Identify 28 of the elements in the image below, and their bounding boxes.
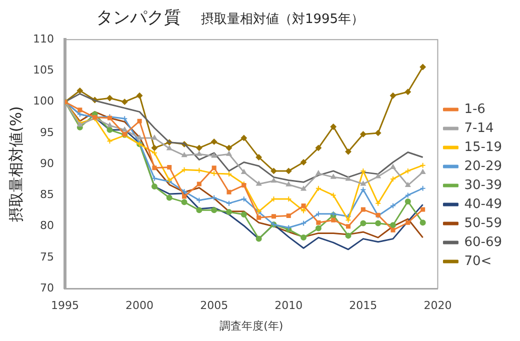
y-tick-label: 85 <box>40 188 54 202</box>
y-tick-label: 105 <box>32 64 54 77</box>
legend-label: 50-59 <box>464 216 502 231</box>
x-tick-label: 2015 <box>349 299 378 312</box>
x-tick-label: 1995 <box>50 299 79 312</box>
legend-label: 60-69 <box>464 234 502 250</box>
x-tick-label: 2010 <box>274 299 303 312</box>
y-tick-label: 80 <box>40 219 54 232</box>
y-tick-label: 70 <box>40 281 54 294</box>
legend-label: 1-6 <box>464 102 486 117</box>
y-tick-label: 100 <box>32 94 54 108</box>
y-tick-label: 110 <box>32 32 54 46</box>
legend-label: 7-14 <box>464 120 494 136</box>
y-tick-label: 90 <box>40 156 54 170</box>
legend-label: 30-39 <box>464 178 502 193</box>
y-axis-title: 摂取量相対値(%) <box>6 106 25 222</box>
x-tick-label: 2020 <box>424 299 452 312</box>
legend-label: 70< <box>464 254 492 269</box>
x-axis-title: 調査年度(年) <box>220 319 284 332</box>
y-tick-label: 95 <box>40 126 54 139</box>
y-tick-label: 75 <box>40 250 54 264</box>
legend-label: 40-49 <box>464 196 502 212</box>
legend-label: 20-29 <box>464 158 502 174</box>
x-tick-label: 2000 <box>126 299 154 312</box>
chart-title: タンパク質 <box>96 7 181 29</box>
legend-label: 15-19 <box>464 140 502 155</box>
x-tick-label: 2005 <box>200 299 228 312</box>
chart-subtitle: 摂取量相対値（対1995年） <box>200 11 364 28</box>
